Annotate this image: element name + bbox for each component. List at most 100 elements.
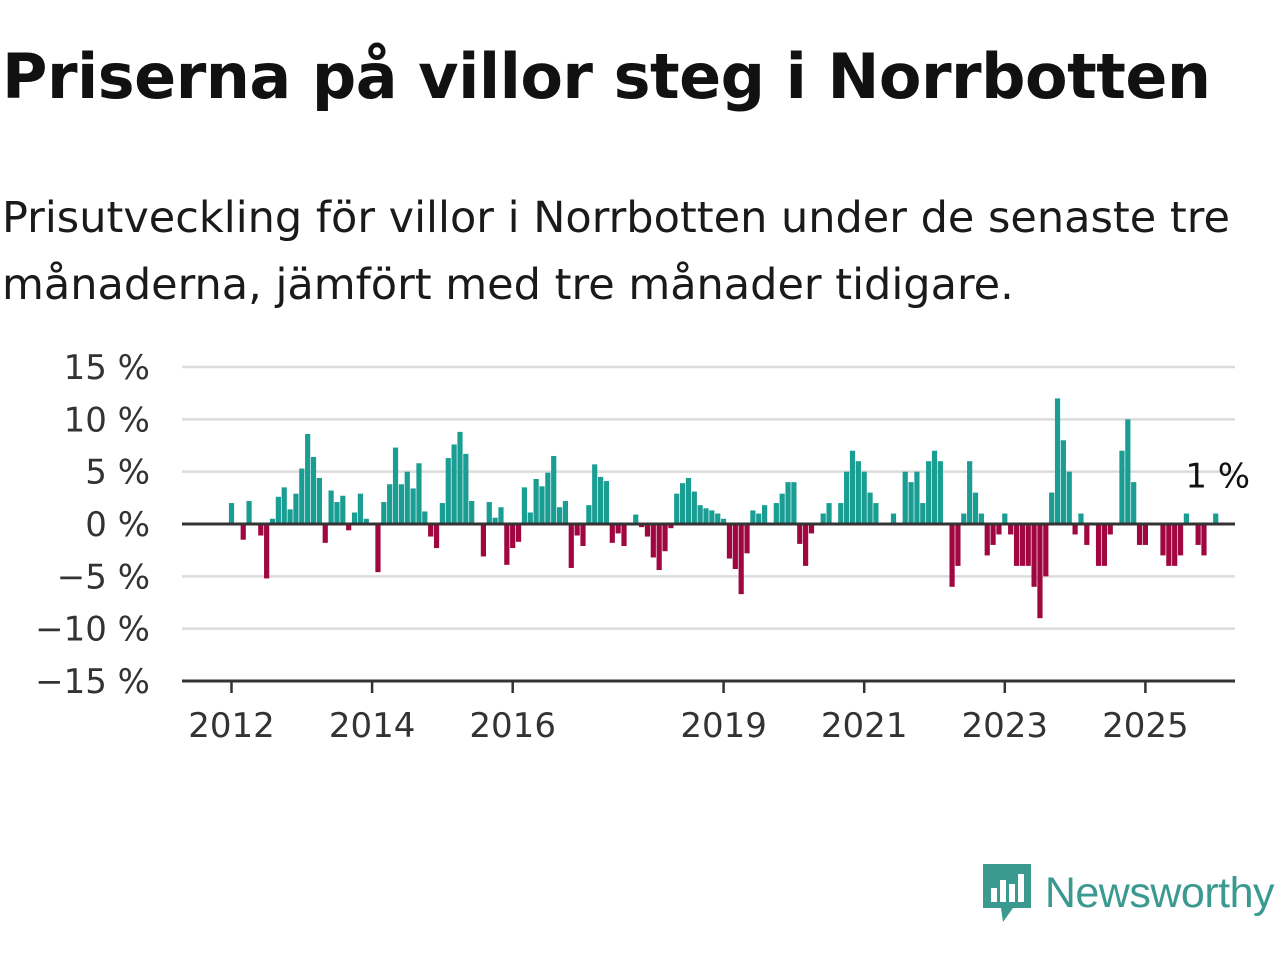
bar-positive (961, 513, 967, 524)
bar-negative (797, 524, 803, 544)
bar-positive (275, 496, 281, 524)
newsworthy-logo-icon (982, 864, 1031, 922)
bar-negative (1166, 524, 1172, 566)
bar-positive (1131, 482, 1137, 524)
bar-negative (1101, 524, 1107, 566)
bar-positive (387, 484, 393, 524)
bar-negative (1072, 524, 1078, 535)
bar-negative (1084, 524, 1090, 545)
bar-negative (1025, 524, 1031, 566)
bar-positive (685, 477, 692, 524)
bar-positive (287, 509, 293, 524)
bar-negative (726, 524, 733, 559)
bar-positive (310, 457, 317, 524)
bar-negative (504, 524, 510, 565)
bar-negative (738, 524, 744, 595)
bar-positive (820, 513, 826, 524)
bar-positive (269, 518, 276, 524)
bar-positive (416, 463, 422, 524)
bar-negative (808, 524, 815, 534)
bar-positive (293, 493, 299, 524)
y-tick-label: −10 % (35, 610, 150, 650)
bar-positive (633, 514, 639, 524)
x-tick-label: 2023 (962, 706, 1049, 746)
bar-positive (1125, 419, 1131, 524)
bar-positive (679, 483, 686, 524)
bar-positive (931, 450, 938, 524)
bar-positive (902, 471, 908, 524)
bar-negative (638, 524, 645, 528)
x-tick-label: 2025 (1102, 706, 1189, 746)
x-tick-label: 2012 (188, 706, 275, 746)
bar-negative (1136, 524, 1143, 545)
bar-positive (914, 471, 920, 524)
bar-positive (838, 503, 844, 524)
bar-positive (527, 512, 533, 524)
bar-positive (463, 453, 469, 524)
bar-negative (996, 524, 1002, 535)
bar-positive (334, 502, 340, 524)
bar-negative (515, 524, 522, 542)
bar-negative (264, 524, 270, 579)
bar-positive (597, 476, 604, 524)
bar-negative (955, 524, 961, 566)
y-tick-label: 0 % (85, 505, 150, 545)
bar-positive (381, 502, 387, 524)
bar-positive (1078, 513, 1084, 524)
bar-positive (357, 493, 363, 524)
y-tick-label: 5 % (85, 453, 150, 493)
bar-negative (428, 524, 434, 537)
bar-positive (228, 503, 235, 524)
bar-negative (1037, 524, 1043, 619)
bar-negative (732, 524, 738, 570)
bar-positive (351, 512, 358, 524)
bar-positive (316, 477, 322, 524)
bar-positive (556, 507, 563, 524)
bar-negative (322, 524, 328, 543)
bar-positive (972, 492, 979, 524)
bar-positive (937, 461, 943, 524)
bar-positive (703, 508, 709, 524)
bar-negative (1201, 524, 1207, 556)
bar-positive (750, 510, 756, 524)
bar-positive (492, 517, 498, 524)
bar-positive (422, 511, 428, 524)
bar-positive (855, 461, 861, 524)
bar-negative (621, 524, 627, 546)
bar-positive (457, 431, 463, 524)
bar-negative (1177, 524, 1184, 556)
x-tick-label: 2016 (469, 706, 556, 746)
y-tick-label: −15 % (35, 662, 150, 702)
bar-negative (1031, 524, 1037, 587)
bar-positive (392, 447, 399, 524)
bar-positive (715, 513, 721, 524)
bar-negative (990, 524, 996, 545)
bar-positive (826, 503, 832, 524)
bar-negative (1195, 524, 1201, 545)
bar-negative (650, 524, 656, 558)
bar-positive (486, 502, 492, 524)
bar-negative (375, 524, 381, 573)
brand-name: Newsworthy (1044, 868, 1275, 917)
bar-positive (785, 482, 791, 524)
bar-chart: 15 % 10 % 5 % 0 % −5 % −10 % −15 % 2012 2014 2016… (35, 348, 1250, 746)
bar-positive (451, 444, 457, 524)
bar-positive (849, 450, 856, 524)
bar-positive (305, 433, 311, 524)
bar-negative (1172, 524, 1178, 566)
bar-positive (709, 510, 715, 524)
bar-positive (920, 503, 926, 524)
bar-positive (908, 482, 914, 524)
y-tick-label: 15 % (64, 348, 150, 388)
chart-subtitle: Prisutveckling för villor i Norrbotten u… (2, 193, 1230, 310)
bar-negative (1013, 524, 1020, 566)
bar-negative (744, 524, 750, 554)
bar-positive (697, 505, 703, 524)
bar-negative (609, 524, 615, 543)
bar-positive (762, 505, 768, 524)
bar-positive (562, 500, 569, 524)
bar-negative (984, 524, 990, 556)
bar-positive (779, 493, 785, 524)
bar-positive (1119, 450, 1125, 524)
bar-positive (498, 507, 504, 524)
